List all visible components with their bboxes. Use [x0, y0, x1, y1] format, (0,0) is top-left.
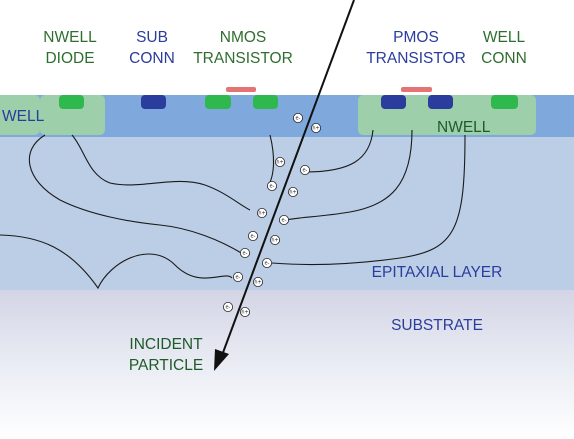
diffusion-path — [71, 134, 251, 211]
diffusion-path — [285, 129, 413, 221]
nwell-diode-n-plus — [59, 95, 84, 109]
hole-carrier: h+ — [239, 306, 250, 317]
well-conn-label-1: WELL — [483, 29, 526, 46]
electron-carrier: e- — [239, 247, 250, 258]
carrier-group: e-h+ h+ e-e-h+ h+ e-e-h+ e-e-e-h+ e-h+ — [222, 113, 321, 317]
pmos-label-2: TRANSISTOR — [366, 50, 466, 67]
nmos-drain-n-plus — [253, 95, 278, 109]
pmos-gate — [401, 87, 432, 92]
electron-carrier: e- — [292, 113, 303, 124]
svg-text:h+: h+ — [271, 238, 278, 244]
diffusion-path — [0, 234, 233, 290]
pmos-drain-p-plus — [428, 95, 453, 109]
diffusion-path — [304, 129, 374, 173]
nwell-left-label: WELL — [2, 108, 45, 125]
sub-conn-label-1: SUB — [136, 29, 168, 46]
hole-carrier: h+ — [252, 276, 263, 287]
svg-text:e-: e- — [270, 184, 275, 190]
svg-text:e-: e- — [303, 168, 308, 174]
svg-text:h+: h+ — [276, 160, 283, 166]
electron-carrier: e- — [232, 271, 243, 282]
svg-text:h+: h+ — [241, 310, 248, 316]
nmos-source-n-plus — [205, 95, 231, 109]
diffusion-path — [271, 134, 466, 266]
well-conn-n-plus — [491, 95, 518, 109]
nmos-label-2: TRANSISTOR — [193, 50, 293, 67]
nwell-right-label: NWELL — [437, 119, 491, 136]
electron-carrier: e- — [247, 230, 258, 241]
epitaxial-layer-label: EPITAXIAL LAYER — [372, 264, 503, 281]
nwell-diode-label-1: NWELL — [43, 29, 97, 46]
nmos-label-1: NMOS — [220, 29, 267, 46]
nwell-diode-region — [40, 95, 105, 135]
svg-text:h+: h+ — [289, 190, 296, 196]
svg-text:e-: e- — [282, 218, 287, 224]
svg-text:h+: h+ — [258, 211, 265, 217]
svg-text:e-: e- — [251, 234, 256, 240]
electron-carrier: e- — [266, 180, 277, 191]
svg-text:e-: e- — [236, 275, 241, 281]
charge-diffusion-paths — [0, 129, 466, 290]
diffusion-path — [28, 134, 244, 255]
hole-carrier: h+ — [256, 207, 267, 218]
svg-text:e-: e- — [265, 261, 270, 267]
well-conn-label-2: CONN — [481, 50, 527, 67]
nwell-diode-label-2: DIODE — [45, 50, 94, 67]
hole-carrier: h+ — [274, 156, 285, 167]
svg-text:h+: h+ — [312, 126, 319, 132]
hole-carrier: h+ — [269, 234, 280, 245]
electron-carrier: e- — [299, 164, 310, 175]
pmos-source-p-plus — [381, 95, 406, 109]
particle-arrowhead — [214, 349, 229, 371]
svg-text:e-: e- — [296, 116, 301, 122]
svg-text:e-: e- — [243, 251, 248, 257]
incident-particle-label-2: PARTICLE — [129, 357, 203, 374]
svg-text:e-: e- — [226, 305, 231, 311]
incident-particle-label-1: INCIDENT — [129, 336, 203, 353]
nwell-left-region — [0, 95, 40, 135]
electron-carrier: e- — [261, 257, 272, 268]
hole-carrier: h+ — [287, 186, 298, 197]
substrate-region — [0, 290, 574, 439]
electron-carrier: e- — [222, 301, 233, 312]
svg-text:h+: h+ — [254, 280, 261, 286]
sub-conn-p-plus — [141, 95, 166, 109]
nmos-gate — [226, 87, 256, 92]
particle-trajectory — [220, 0, 355, 359]
hole-carrier: h+ — [310, 123, 321, 134]
electron-carrier: e- — [278, 214, 289, 225]
substrate-label: SUBSTRATE — [391, 317, 483, 334]
sub-conn-label-2: CONN — [129, 50, 175, 67]
pmos-label-1: PMOS — [393, 29, 439, 46]
